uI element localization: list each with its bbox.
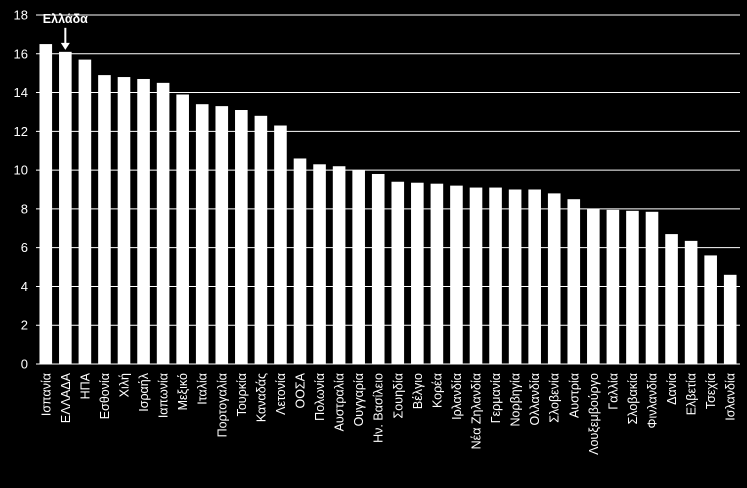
y-tick-label: 10	[14, 163, 28, 178]
bar	[430, 183, 444, 364]
y-tick-label: 6	[21, 240, 28, 255]
x-category-label: Ελβετία	[685, 373, 699, 415]
x-category-label: Τουρκία	[235, 373, 249, 416]
x-category-label: Σουηδία	[391, 373, 405, 418]
y-tick-label: 0	[21, 357, 28, 372]
bar	[684, 240, 698, 364]
annotation-arrow-icon	[60, 42, 70, 50]
x-category-label: Λουξεμβούργο	[587, 373, 601, 455]
x-category-label: Γαλλία	[606, 373, 620, 410]
bar	[332, 166, 346, 364]
x-category-label: Ολλανδία	[528, 373, 542, 425]
y-tick-label: 16	[14, 46, 28, 61]
x-category-label: Ισραήλ	[137, 372, 151, 411]
bar	[254, 115, 268, 364]
x-category-label: ΗΠΑ	[78, 372, 92, 399]
bar	[528, 189, 541, 364]
bar	[293, 158, 307, 364]
x-category-label: Ιρλανδία	[450, 373, 464, 420]
annotation-label: Ελλάδα	[43, 12, 88, 26]
bar	[352, 170, 365, 364]
x-category-label: Χιλή	[118, 373, 132, 397]
x-category-label: Πολωνία	[313, 373, 327, 421]
x-category-label: Πορτογαλία	[215, 373, 229, 437]
y-tick-label: 4	[21, 279, 28, 294]
x-category-label: Μεξικό	[176, 373, 190, 410]
x-category-label: Ην. Βασίλειο	[372, 373, 386, 443]
x-category-label: Κορέα	[430, 373, 444, 408]
x-category-label: Δανία	[665, 373, 679, 405]
bar	[606, 209, 620, 364]
bars	[39, 44, 737, 365]
bar	[39, 44, 53, 364]
bar	[59, 51, 72, 364]
bar	[704, 255, 717, 364]
x-category-label: Τσεχία	[704, 373, 718, 409]
x-category-label: Φινλανδία	[646, 373, 660, 429]
bar	[411, 182, 424, 364]
bar	[489, 187, 502, 364]
bar	[195, 104, 209, 364]
gridlines	[36, 14, 740, 365]
x-category-label: Νορβηγία	[509, 373, 523, 427]
bar	[313, 164, 326, 364]
x-category-label: Ισλανδία	[724, 373, 738, 421]
x-category-label: Ιταλία	[196, 373, 210, 405]
x-category-label: Λετονία	[274, 373, 288, 415]
bar	[215, 106, 229, 364]
bar	[98, 75, 111, 364]
bar	[137, 78, 150, 364]
bar	[274, 125, 287, 365]
bar	[371, 173, 385, 364]
bar	[78, 59, 92, 364]
bar	[645, 211, 659, 364]
x-category-label: Βέλγιο	[411, 373, 425, 409]
bar	[547, 193, 561, 364]
bar	[117, 77, 131, 365]
x-category-label: Ουγγαρία	[352, 373, 366, 426]
bar	[469, 187, 483, 364]
x-category-label: Αυστρία	[567, 373, 581, 418]
bar	[391, 181, 405, 364]
x-category-label: Σλοβακία	[626, 373, 640, 424]
bar	[626, 210, 639, 364]
x-category-label: Αυστραλία	[333, 373, 347, 431]
x-category-label: Εσθονία	[98, 373, 112, 419]
bar	[567, 199, 581, 364]
x-category-label: ΕΛΛΑΔΑ	[59, 372, 73, 423]
bar	[176, 94, 189, 364]
bar	[723, 274, 737, 364]
y-tick-label: 8	[21, 201, 28, 216]
bar	[508, 189, 522, 364]
y-tick-label: 14	[14, 85, 28, 100]
x-category-label: Καναδάς	[254, 373, 268, 422]
x-category-label: ΟΟΣΑ	[294, 372, 308, 408]
y-tick-label: 12	[14, 124, 28, 139]
y-axis-tick-labels: 0 2 4 6 8 10 12 14 16 18	[14, 8, 28, 372]
x-category-label: Νέα Ζηλανδία	[470, 373, 484, 449]
bar	[156, 82, 170, 364]
x-category-label: Σλοβενία	[548, 373, 562, 423]
bar	[587, 208, 600, 364]
bar	[450, 185, 463, 364]
x-category-label: Ιαπωνία	[157, 373, 171, 418]
annotation: Ελλάδα	[43, 12, 88, 50]
x-axis-category-labels: Ισπανία ΕΛΛΑΔΑ ΗΠΑ Εσθονία Χιλή Ισραήλ Ιαπωνία…	[39, 372, 737, 455]
bar	[235, 110, 248, 364]
x-category-label: Γερμανία	[489, 373, 503, 423]
y-tick-label: 18	[14, 8, 28, 23]
y-tick-label: 2	[21, 318, 28, 333]
x-category-label: Ισπανία	[39, 373, 53, 416]
bar	[665, 234, 678, 364]
